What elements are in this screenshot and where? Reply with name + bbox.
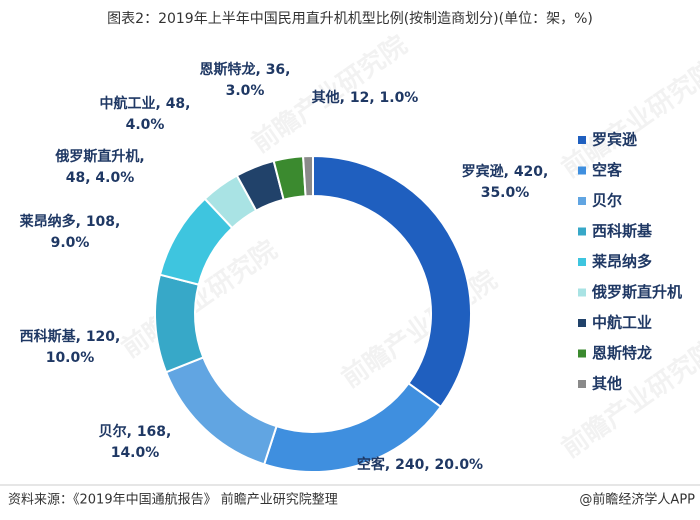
data-label-line: 3.0% [226, 83, 265, 99]
data-label: 罗宾逊, 420, 35.0% [462, 163, 549, 201]
legend-label: 贝尔 [592, 192, 622, 210]
data-label: 中航工业, 48, 4.0% [100, 95, 191, 133]
data-label-line: 其他, 12, 1.0% [312, 89, 419, 106]
data-label-line: 贝尔, 168, [99, 423, 172, 440]
legend-label: 俄罗斯直升机 [591, 283, 682, 301]
legend-swatch [578, 319, 586, 327]
legend-swatch [578, 258, 586, 266]
legend-swatch [578, 136, 586, 144]
legend-swatch [578, 349, 586, 358]
chart-title: 图表2：2019年上半年中国民用直升机机型比例(按制造商划分)(单位：架，%) [107, 10, 593, 27]
data-label: 贝尔, 168, 14.0% [99, 423, 172, 461]
data-label-line: 俄罗斯直升机, [54, 148, 144, 165]
data-label-line: 48, 4.0% [66, 170, 135, 186]
slice [154, 273, 205, 374]
data-label: 其他, 12, 1.0% [312, 89, 419, 106]
legend-label: 恩斯特龙 [592, 344, 652, 362]
data-label-line: 14.0% [111, 445, 160, 461]
data-label-line: 莱昂纳多, 108, [20, 213, 121, 230]
legend-label: 西科斯基 [592, 222, 653, 240]
legend-swatch [578, 166, 586, 175]
data-label: 恩斯特龙, 36, 3.0% [200, 61, 291, 99]
data-label: 空客, 240, 20.0% [357, 456, 483, 473]
legend-label: 罗宾逊 [592, 131, 637, 149]
data-label-line: 罗宾逊, 420, [462, 163, 549, 180]
footer: @前瞻经济学人APP [579, 492, 695, 508]
data-label-line: 中航工业, 48, [100, 95, 191, 112]
data-label-line: 恩斯特龙, 36, [200, 61, 291, 78]
legend-label: 莱昂纳多 [592, 253, 652, 271]
slice [312, 154, 472, 409]
source: 资料来源：《2019年中国通航报告》 前瞻产业研究院整理 [8, 492, 338, 508]
data-label-line: 35.0% [481, 185, 530, 201]
data-label: 俄罗斯直升机, 48, 4.0% [54, 148, 144, 186]
legend-swatch [578, 380, 586, 388]
data-label: 西科斯基, 120, 10.0% [20, 328, 121, 366]
legend-label: 空客 [592, 161, 623, 179]
legend-label: 其他 [592, 375, 622, 393]
legend-swatch [578, 288, 586, 297]
legend-label: 中航工业 [592, 314, 652, 332]
legend-swatch [578, 197, 586, 205]
data-label-line: 空客, 240, 20.0% [357, 456, 483, 473]
data-label: 莱昂纳多, 108, 9.0% [20, 213, 121, 251]
data-label-line: 9.0% [51, 235, 90, 251]
data-label-line: 10.0% [46, 350, 95, 366]
slice [302, 154, 314, 198]
data-label-line: 4.0% [126, 117, 165, 133]
legend-swatch [578, 227, 586, 236]
data-label-line: 西科斯基, 120, [20, 328, 121, 345]
